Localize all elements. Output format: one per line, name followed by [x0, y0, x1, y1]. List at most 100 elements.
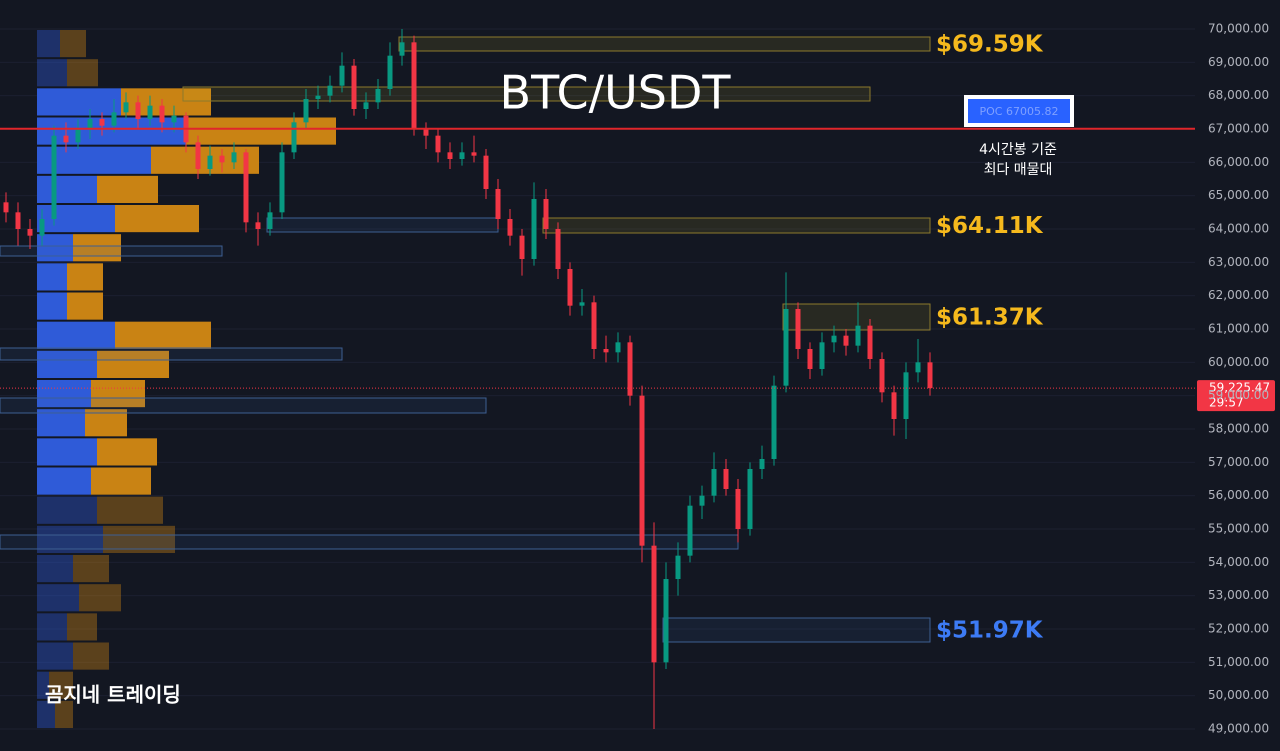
candle-body — [339, 65, 345, 86]
sell-volume — [79, 584, 121, 612]
candle-body — [879, 359, 885, 393]
candle-body — [675, 555, 681, 579]
poc-tag — [968, 99, 1070, 123]
candle-body — [399, 42, 405, 56]
candle-body — [651, 545, 657, 663]
buy-volume — [37, 380, 91, 408]
sell-volume — [91, 467, 151, 495]
candle-body — [591, 302, 597, 349]
sell-volume — [115, 321, 211, 349]
buy-volume — [37, 234, 73, 262]
candle-body — [411, 42, 417, 130]
zone-label: $69.59K — [936, 32, 1044, 58]
buy-volume — [37, 175, 97, 203]
y-tick-label: 53,000.00 — [1208, 588, 1269, 602]
candle-body — [531, 199, 537, 259]
candle-body — [855, 325, 861, 346]
candle-body — [867, 325, 873, 359]
zone — [542, 217, 931, 234]
candle-body — [807, 349, 813, 369]
candle-body — [39, 219, 45, 236]
candle-body — [15, 212, 21, 229]
candle-body — [27, 229, 33, 236]
candle-body — [471, 152, 477, 156]
candle-body — [219, 155, 225, 163]
y-tick-label: 59,000.00 — [1208, 388, 1269, 402]
sell-volume — [97, 175, 158, 203]
zone — [0, 245, 223, 257]
candle-body — [759, 459, 765, 469]
y-tick-label: 50,000.00 — [1208, 688, 1269, 702]
candle-body — [51, 135, 57, 219]
candle-body — [723, 469, 729, 489]
candle-body — [771, 385, 777, 459]
y-tick-label: 54,000.00 — [1208, 555, 1269, 569]
candle-body — [831, 335, 837, 343]
candle-body — [903, 372, 909, 419]
zone — [266, 217, 499, 233]
sell-volume — [103, 525, 175, 553]
candle-body — [639, 395, 645, 546]
buy-volume — [37, 263, 67, 291]
sell-volume — [49, 671, 73, 699]
countdown: 29:57 — [1209, 396, 1244, 410]
y-tick-label: 57,000.00 — [1208, 455, 1269, 469]
candle-body — [87, 119, 93, 129]
last-price-tag — [1197, 380, 1275, 412]
candle-body — [159, 105, 165, 123]
candle-body — [543, 199, 549, 229]
poc-label: POC 67005.82 — [980, 105, 1059, 118]
zone — [0, 347, 343, 361]
candle-body — [195, 142, 201, 169]
candle-body — [519, 235, 525, 259]
y-tick-label: 62,000.00 — [1208, 288, 1269, 302]
zone-label: $64.11K — [936, 213, 1044, 239]
sell-volume — [73, 555, 109, 583]
candle-body — [135, 102, 141, 119]
candle-body — [111, 112, 117, 126]
candle-body — [735, 489, 741, 529]
buy-volume — [37, 438, 97, 466]
sell-volume — [151, 146, 259, 174]
buy-volume — [37, 496, 97, 524]
candle-body — [687, 505, 693, 556]
candle-body — [63, 135, 69, 143]
candle-body — [747, 469, 753, 529]
buy-volume — [37, 88, 121, 116]
sell-volume — [67, 263, 103, 291]
y-tick-label: 55,000.00 — [1208, 522, 1269, 536]
buy-volume — [37, 350, 97, 378]
buy-volume — [37, 205, 115, 233]
candle-body — [279, 152, 285, 213]
sell-volume — [186, 117, 336, 145]
y-tick-label: 63,000.00 — [1208, 255, 1269, 269]
y-tick-label: 56,000.00 — [1208, 488, 1269, 502]
sell-volume — [67, 59, 98, 87]
buy-volume — [37, 584, 79, 612]
candle-body — [315, 95, 321, 99]
candle-body — [267, 212, 273, 229]
sell-volume — [115, 205, 199, 233]
y-tick-label: 68,000.00 — [1208, 88, 1269, 102]
candle-body — [231, 152, 237, 163]
candle-body — [891, 392, 897, 419]
buy-volume — [37, 525, 103, 553]
candle-body — [375, 89, 381, 103]
sell-volume — [67, 292, 103, 320]
sell-volume — [67, 613, 97, 641]
candle-body — [3, 202, 9, 213]
sell-volume — [55, 700, 73, 728]
candle-body — [303, 99, 309, 123]
buy-volume — [37, 555, 73, 583]
candle-body — [927, 362, 933, 389]
y-tick-label: 64,000.00 — [1208, 222, 1269, 236]
candle-body — [843, 335, 849, 346]
buy-volume — [37, 59, 67, 87]
candle-body — [627, 342, 633, 396]
sell-volume — [73, 234, 121, 262]
y-tick-label: 51,000.00 — [1208, 655, 1269, 669]
candle-body — [327, 85, 333, 96]
candle-body — [795, 309, 801, 349]
candle-body — [495, 189, 501, 219]
